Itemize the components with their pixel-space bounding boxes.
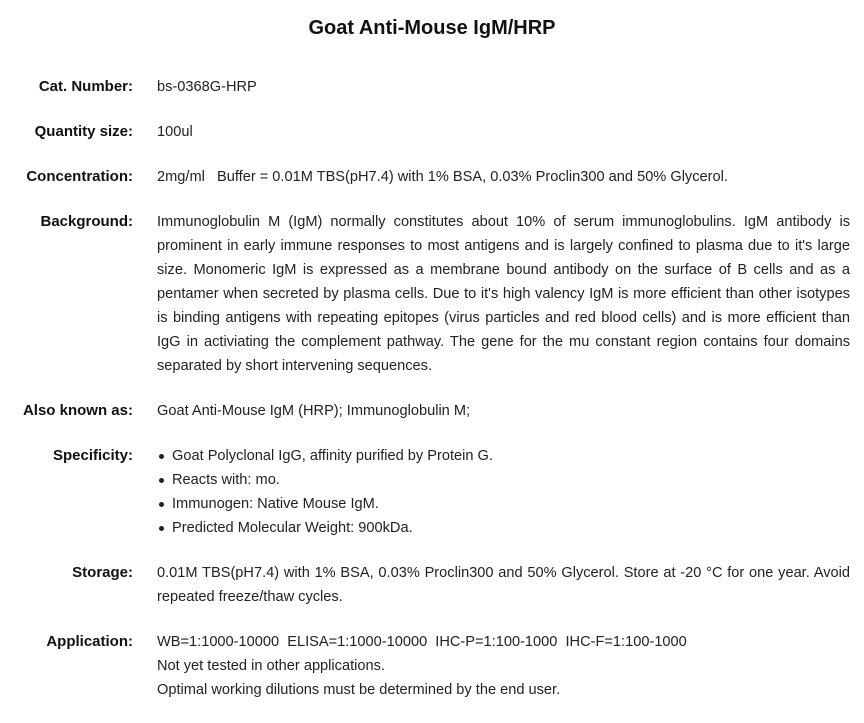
list-item: Immunogen: Native Mouse IgM.	[157, 492, 850, 516]
row-specificity: Specificity: Goat Polyclonal IgG, affini…	[0, 444, 864, 540]
label-application: Application:	[46, 633, 133, 650]
application-dilutions: WB=1:1000-10000 ELISA=1:1000-10000 IHC-P…	[157, 634, 687, 650]
label-also-known-as: Also known as:	[22, 402, 133, 419]
row-concentration: Concentration: 2mg/ml Buffer = 0.01M TBS…	[0, 165, 864, 189]
value-cat-number: bs-0368G-HRP	[157, 79, 257, 95]
label-cat-number: Cat. Number:	[38, 78, 133, 95]
application-note: Optimal working dilutions must be determ…	[157, 682, 561, 698]
value-application: WB=1:1000-10000 ELISA=1:1000-10000 IHC-P…	[157, 630, 850, 702]
value-specificity: Goat Polyclonal IgG, affinity purified b…	[157, 444, 850, 540]
specificity-list: Goat Polyclonal IgG, affinity purified b…	[157, 444, 850, 540]
value-concentration: 2mg/ml Buffer = 0.01M TBS(pH7.4) with 1%…	[157, 169, 728, 185]
label-background: Background:	[40, 213, 133, 230]
row-storage: Storage: 0.01M TBS(pH7.4) with 1% BSA, 0…	[0, 561, 864, 609]
list-item: Predicted Molecular Weight: 900kDa.	[157, 516, 850, 540]
label-quantity: Quantity size:	[34, 123, 133, 140]
value-quantity: 100ul	[157, 124, 193, 140]
value-also-known-as: Goat Anti-Mouse IgM (HRP); Immunoglobuli…	[157, 403, 471, 419]
value-background: Immunoglobulin M (IgM) normally constitu…	[157, 214, 850, 374]
row-also-known-as: Also known as: Goat Anti-Mouse IgM (HRP)…	[0, 399, 864, 423]
datasheet-fields: Cat. Number: bs-0368G-HRP Quantity size:…	[0, 75, 864, 723]
row-background: Background: Immunoglobulin M (IgM) norma…	[0, 210, 864, 378]
application-note: Not yet tested in other applications.	[157, 658, 385, 674]
row-quantity: Quantity size: 100ul	[0, 120, 864, 144]
value-storage: 0.01M TBS(pH7.4) with 1% BSA, 0.03% Proc…	[157, 565, 850, 605]
row-cat-number: Cat. Number: bs-0368G-HRP	[0, 75, 864, 99]
page-title: Goat Anti-Mouse IgM/HRP	[308, 17, 556, 39]
list-item: Reacts with: mo.	[157, 468, 850, 492]
label-concentration: Concentration:	[26, 168, 133, 185]
label-specificity: Specificity:	[52, 447, 133, 464]
list-item: Goat Polyclonal IgG, affinity purified b…	[157, 444, 850, 468]
label-storage: Storage:	[72, 564, 133, 581]
row-application: Application: WB=1:1000-10000 ELISA=1:100…	[0, 630, 864, 702]
